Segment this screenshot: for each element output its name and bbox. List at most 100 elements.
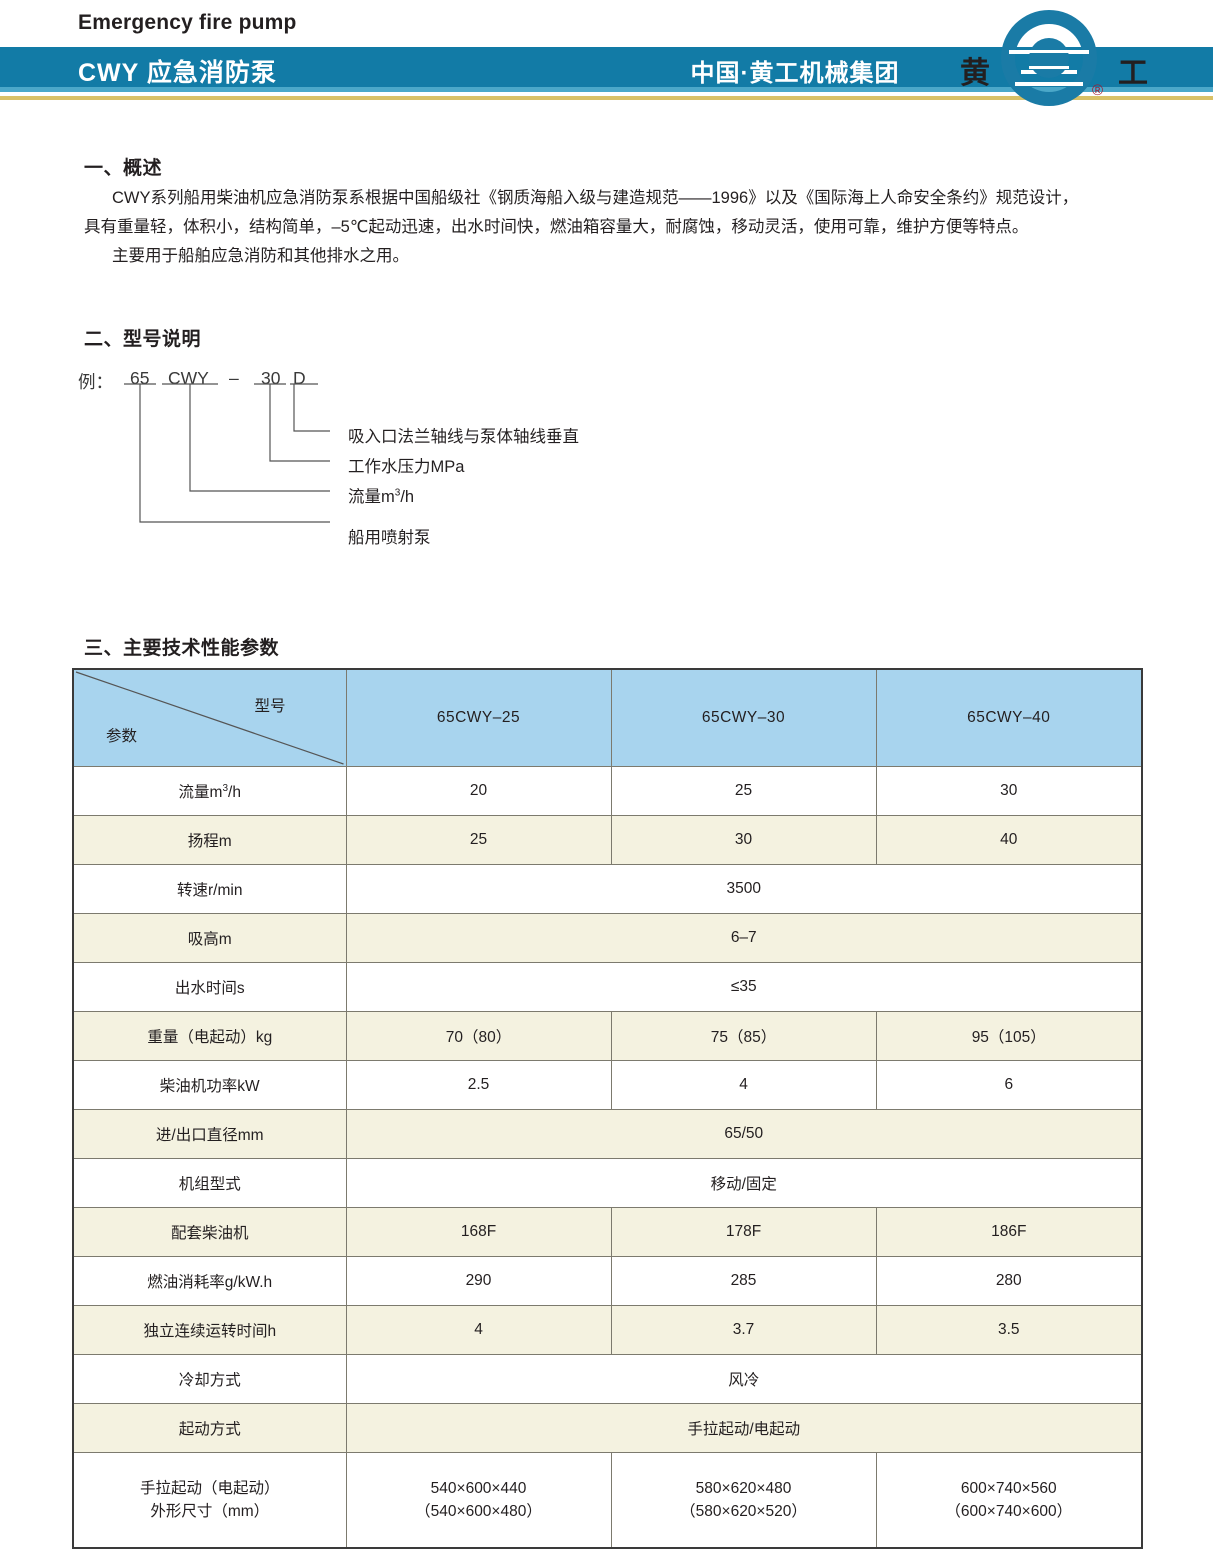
row-value-0-0: 20	[345, 766, 612, 816]
table-row: 机组型式 移动/固定	[72, 1158, 1143, 1208]
row-value-1-0: 25	[345, 815, 612, 865]
row-value-10-2: 280	[875, 1256, 1143, 1306]
row-value-dim-0: 540×600×440 （540×600×480）	[345, 1452, 612, 1548]
row-value-11-1: 3.7	[610, 1305, 877, 1355]
row-value-10-0: 290	[345, 1256, 612, 1306]
row-value-6-0: 2.5	[345, 1060, 612, 1110]
table-header-model-2: 65CWY–40	[875, 669, 1143, 767]
table-header-row: 型号 参数 65CWY–25 65CWY–30 65CWY–40	[72, 669, 1143, 767]
row-param-13: 起动方式	[72, 1403, 347, 1453]
header-chinese-title: CWY 应急消防泵	[78, 59, 277, 87]
row-value-8-merged: 移动/固定	[345, 1158, 1143, 1208]
brand-band-label: 中国·黄工机械集团	[690, 59, 900, 87]
header-english-title: Emergency fire pump	[78, 11, 297, 34]
header-gold-rule	[0, 96, 1213, 100]
row-value-6-2: 6	[875, 1060, 1143, 1110]
row-param-8: 机组型式	[72, 1158, 347, 1208]
table-row: 扬程m 25 30 40	[72, 815, 1143, 865]
model-code-part-0: 65	[130, 368, 150, 388]
table-row: 柴油机功率kW 2.5 4 6	[72, 1060, 1143, 1110]
table-row-dimensions: 手拉起动（电起动） 外形尺寸（mm） 540×600×440 （540×600×…	[72, 1452, 1143, 1548]
row-value-2-merged: 3500	[345, 864, 1143, 914]
row-value-6-1: 4	[610, 1060, 877, 1110]
specifications-table: 型号 参数 65CWY–25 65CWY–30 65CWY–40 流量m3/h …	[72, 668, 1143, 1549]
model-code-part-2: –	[229, 368, 239, 388]
section-3-title: 三、主要技术性能参数	[84, 638, 280, 659]
corner-label-model: 型号	[254, 698, 286, 715]
brand-band: 中国·黄工机械集团	[645, 53, 945, 87]
row-value-5-2: 95（105）	[875, 1011, 1143, 1061]
dim-0-line1: 540×600×440	[430, 1479, 527, 1497]
row-param-7: 进/出口直径mm	[72, 1109, 347, 1159]
dimensions-param-line2: 外形尺寸（mm）	[150, 1502, 270, 1520]
table-header-model-1: 65CWY–30	[610, 669, 877, 767]
table-row: 进/出口直径mm 65/50	[72, 1109, 1143, 1159]
model-code-part-3: 30	[261, 368, 281, 388]
model-designation-diagram	[72, 360, 772, 560]
row-value-5-1: 75（85）	[610, 1011, 877, 1061]
table-row: 配套柴油机 168F 178F 186F	[72, 1207, 1143, 1257]
table-header-model-0: 65CWY–25	[345, 669, 612, 767]
model-callout-1: 工作水压力MPa	[348, 458, 465, 476]
page-header: Emergency fire pump CWY 应急消防泵 中国·黄工机械集团 …	[0, 0, 1213, 112]
model-example-label: 例：	[78, 372, 113, 392]
table-row: 转速r/min 3500	[72, 864, 1143, 914]
row-param-3: 吸高m	[72, 913, 347, 963]
row-param-0: 流量m3/h	[72, 766, 347, 816]
table-row: 出水时间s ≤35	[72, 962, 1143, 1012]
row-param-6: 柴油机功率kW	[72, 1060, 347, 1110]
model-callout-0: 吸入口法兰轴线与泵体轴线垂直	[348, 428, 579, 446]
section-1-para2: 主要用于船舶应急消防和其他排水之用。	[112, 247, 409, 265]
row-value-13-merged: 手拉起动/电起动	[345, 1403, 1143, 1453]
row-param-9: 配套柴油机	[72, 1207, 347, 1257]
company-logo: 黄 工 ®	[955, 6, 1155, 110]
specifications-table-body: 型号 参数 65CWY–25 65CWY–30 65CWY–40 流量m3/h …	[72, 669, 1143, 1548]
table-row: 冷却方式 风冷	[72, 1354, 1143, 1404]
table-row: 流量m3/h 20 25 30	[72, 766, 1143, 816]
row-param-4: 出水时间s	[72, 962, 347, 1012]
logo-emblem-icon	[995, 6, 1103, 115]
row-param-5: 重量（电起动）kg	[72, 1011, 347, 1061]
dim-1-line2: （580×620×520）	[680, 1502, 807, 1520]
row-value-0-1: 25	[610, 766, 877, 816]
row-param-10: 燃油消耗率g/kW.h	[72, 1256, 347, 1306]
logo-char-gong: 工	[1118, 56, 1148, 91]
header-light-blue-strip	[0, 87, 1213, 92]
row-param-2: 转速r/min	[72, 864, 347, 914]
table-row: 重量（电起动）kg 70（80） 75（85） 95（105）	[72, 1011, 1143, 1061]
section-1-para1-line2: 具有重量轻，体积小，结构简单，–5℃起动迅速，出水时间快，燃油箱容量大，耐腐蚀，…	[84, 218, 1029, 236]
row-param-12: 冷却方式	[72, 1354, 347, 1404]
logo-char-huang: 黄	[960, 56, 990, 91]
table-row: 燃油消耗率g/kW.h 290 285 280	[72, 1256, 1143, 1306]
row-value-9-1: 178F	[610, 1207, 877, 1257]
section-1-title: 一、概述	[84, 158, 163, 179]
row-value-1-2: 40	[875, 815, 1143, 865]
table-row: 起动方式 手拉起动/电起动	[72, 1403, 1143, 1453]
registered-trademark-icon: ®	[1092, 82, 1104, 99]
row-value-7-merged: 65/50	[345, 1109, 1143, 1159]
table-corner-cell: 型号 参数	[72, 669, 347, 767]
model-callout-3: 船用喷射泵	[348, 529, 431, 547]
row-param-dimensions: 手拉起动（电起动） 外形尺寸（mm）	[72, 1452, 347, 1548]
row-value-12-merged: 风冷	[345, 1354, 1143, 1404]
dim-2-line2: （600×740×600）	[945, 1502, 1073, 1520]
row-value-4-merged: ≤35	[345, 962, 1143, 1012]
dim-0-line2: （540×600×480）	[415, 1502, 542, 1520]
row-value-9-0: 168F	[345, 1207, 612, 1257]
model-code-part-1: CWY	[168, 368, 209, 388]
dimensions-param-line1: 手拉起动（电起动）	[139, 1479, 280, 1497]
table-row: 吸高m 6–7	[72, 913, 1143, 963]
row-value-5-0: 70（80）	[345, 1011, 612, 1061]
row-value-dim-1: 580×620×480 （580×620×520）	[610, 1452, 877, 1548]
section-1-para1-line1: CWY系列船用柴油机应急消防泵系根据中国船级社《钢质海船入级与建造规范——199…	[112, 189, 1079, 207]
dim-2-line1: 600×740×560	[960, 1479, 1057, 1497]
table-row: 独立连续运转时间h 4 3.7 3.5	[72, 1305, 1143, 1355]
row-value-0-2: 30	[875, 766, 1143, 816]
row-param-11: 独立连续运转时间h	[72, 1305, 347, 1355]
row-value-10-1: 285	[610, 1256, 877, 1306]
model-code-part-4: D	[293, 368, 306, 388]
row-value-11-2: 3.5	[875, 1305, 1143, 1355]
row-value-dim-2: 600×740×560 （600×740×600）	[875, 1452, 1143, 1548]
row-value-9-2: 186F	[875, 1207, 1143, 1257]
corner-label-parameter: 参数	[106, 728, 138, 745]
